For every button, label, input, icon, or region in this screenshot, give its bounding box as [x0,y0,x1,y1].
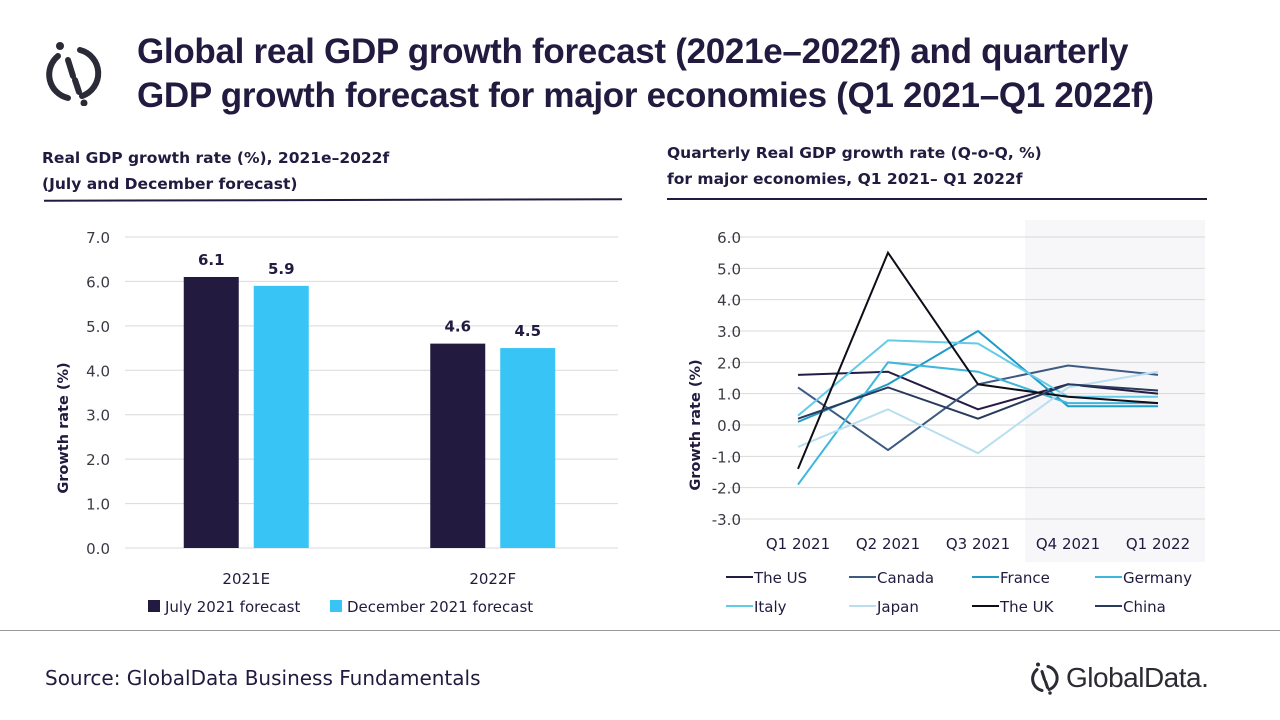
legend-item: The UK [972,598,1055,616]
series-line-italy [797,339,1158,417]
x-tick-label: Q1 2022 [1126,535,1190,553]
line-chart-subtitle: for major economies, Q1 2021– Q1 2022f [667,170,1023,188]
y-tick-label: -2.0 [712,480,741,498]
legend-label: Japan [876,598,919,616]
y-tick-label: -1.0 [712,448,741,466]
y-tick-label: 3.0 [717,323,741,341]
y-tick-label: 4.0 [86,362,110,380]
page-title: Global real GDP growth forecast (2021e–2… [137,30,1154,118]
y-tick-label: 4.0 [717,292,741,310]
globaldata-logo-icon [46,42,102,106]
y-tick-label: 3.0 [86,407,110,425]
legend-swatch [330,600,342,612]
legend-label: The US [753,569,807,587]
footer-divider [0,630,1280,631]
legend-item: France [972,569,1050,587]
bar-data-label: 5.9 [268,260,295,278]
y-tick-label: 5.0 [86,318,110,336]
legend-label: France [1000,569,1050,587]
y-tick-label: 1.0 [86,496,110,514]
legend-item: Italy [726,598,787,616]
bar-chart-title: Real GDP growth rate (%), 2021e–2022f [42,149,390,167]
series-line-germany [797,361,1158,486]
legend-item: July 2021 forecast [148,598,300,616]
legend-label: Italy [754,598,787,616]
forecast-shaded-region [1025,220,1205,562]
bar-chart-y-axis-label: Growth rate (%) [56,362,72,493]
source-note: Source: GlobalData Business Fundamentals [45,666,481,690]
line-chart-y-axis-label: Growth rate (%) [688,359,704,490]
y-tick-label: 1.0 [717,386,741,404]
y-tick-label: 2.0 [717,354,741,372]
bar-data-label: 4.5 [514,322,541,340]
series-line-the-uk [797,250,1159,470]
bar-chart-title-block: Real GDP growth rate (%), 2021e–2022f (J… [42,145,389,197]
legend-swatch [148,600,160,612]
x-tick-label: Q3 2021 [946,535,1010,553]
y-tick-label: 5.0 [717,260,741,278]
y-tick-label: 7.0 [86,229,110,247]
bar-chart-divider [43,198,623,202]
globaldata-logo-icon [1031,662,1059,695]
bar-chart-subtitle: (July and December forecast) [42,175,298,193]
bar-2022f-1 [500,348,556,548]
bar-2021e-1 [253,285,309,548]
legend-label: December 2021 forecast [347,598,533,616]
brand-logo: GlobalData. [1030,658,1209,698]
y-tick-label: 6.0 [86,273,110,291]
series-line-the-us [797,370,1159,411]
x-tick-label: Q1 2021 [766,535,830,553]
y-tick-label: 0.0 [86,540,110,558]
legend-item: Germany [1095,569,1192,587]
line-chart-title: Quarterly Real GDP growth rate (Q-o-Q, %… [667,144,1042,162]
legend-item: December 2021 forecast [330,598,533,616]
legend-label: Canada [877,569,934,587]
x-tick-label: Q4 2021 [1036,535,1100,553]
line-chart-divider [667,198,1207,200]
title-line-2: GDP growth forecast for major economies … [137,76,1154,115]
legend-label: July 2021 forecast [164,598,300,616]
series-line-japan [797,370,1159,455]
legend-label: China [1123,598,1166,616]
y-tick-label: 2.0 [86,451,110,469]
legend-label: The UK [999,598,1055,616]
legend-item: Canada [849,569,934,587]
bar-data-label: 6.1 [198,251,225,269]
bar-data-label: 4.6 [444,318,471,336]
x-tick-label: 2022F [469,570,516,588]
legend-item: Japan [849,598,919,616]
y-tick-label: 0.0 [717,417,741,435]
line-chart: -3.0 -2.0 -1.0 0.0 1.0 2.0 3.0 4.0 5.0 6.0 Growth… [688,220,1205,616]
y-tick-label: 6.0 [717,229,741,247]
line-chart-title-block: Quarterly Real GDP growth rate (Q-o-Q, %… [667,140,1042,192]
bar-2021e-0 [183,276,239,548]
x-tick-label: Q2 2021 [856,535,920,553]
y-tick-label: -3.0 [712,511,741,529]
legend-item: China [1095,598,1166,616]
legend-label: Germany [1123,569,1192,587]
brand-name: GlobalData. [1066,662,1209,693]
series-line-china [797,383,1159,420]
title-line-1: Global real GDP growth forecast (2021e–2… [137,32,1129,71]
x-tick-label: 2021E [222,570,270,588]
bar-chart: 0.0 1.0 2.0 3.0 4.0 5.0 6.0 7.0 Growth rate (%)… [56,229,618,616]
legend-item: The US [726,569,807,587]
bar-2022f-0 [430,343,486,548]
